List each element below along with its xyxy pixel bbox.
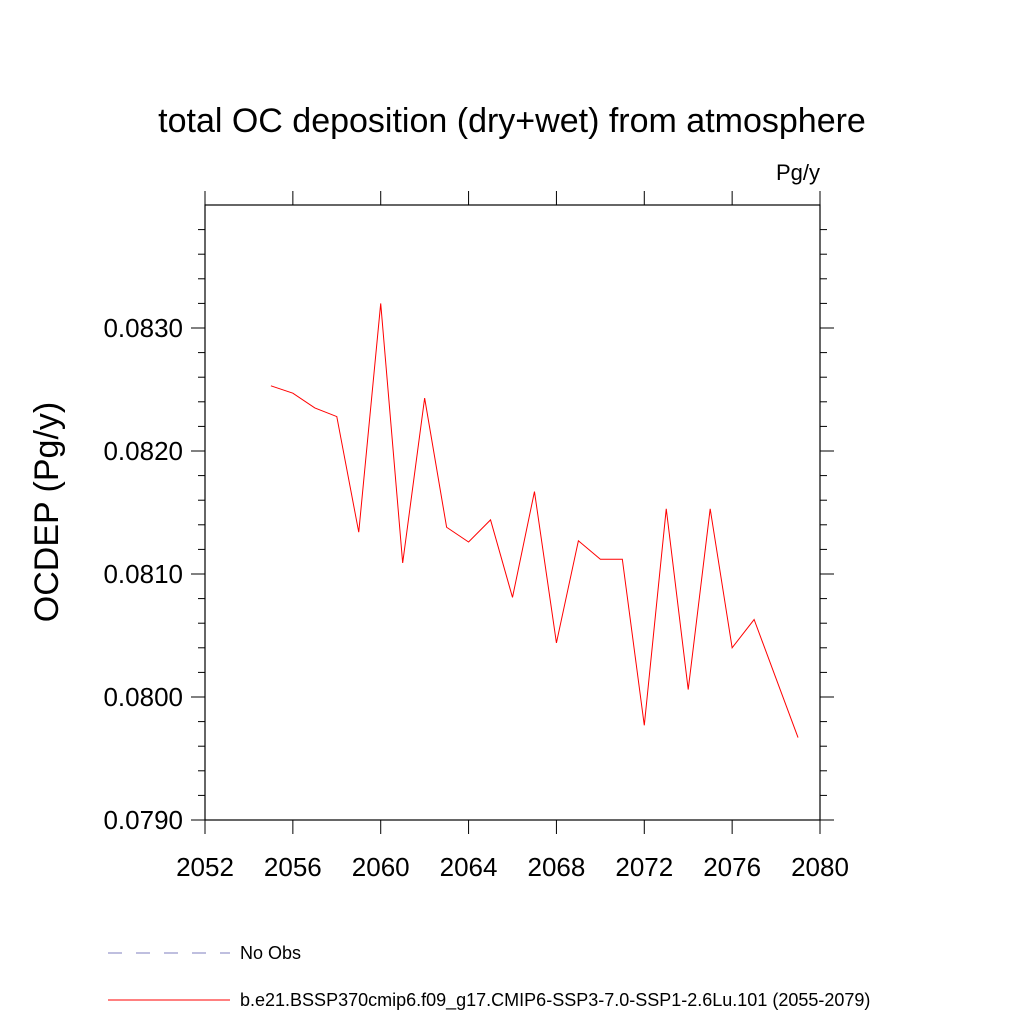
series-line: [270, 303, 799, 738]
data-point: [292, 393, 293, 394]
x-tick-label: 2056: [264, 852, 322, 882]
y-tick-label: 0.0820: [103, 436, 183, 466]
data-point: [490, 519, 491, 520]
data-point: [775, 678, 776, 679]
data-point: [468, 541, 469, 542]
units-label: Pg/y: [776, 160, 820, 185]
data-point: [600, 559, 601, 560]
x-tick-label: 2076: [703, 852, 761, 882]
data-point: [512, 597, 513, 598]
x-tick-label: 2060: [352, 852, 410, 882]
legend-label-no-obs: No Obs: [240, 943, 301, 963]
data-point: [578, 540, 579, 541]
y-axis-label: OCDEP (Pg/y): [28, 402, 66, 622]
data-point: [424, 398, 425, 399]
series-layer: [270, 303, 799, 738]
data-point: [534, 491, 535, 492]
x-tick-label: 2064: [440, 852, 498, 882]
data-point: [556, 642, 557, 643]
data-point: [380, 303, 381, 304]
data-point: [666, 508, 667, 509]
data-point: [688, 689, 689, 690]
y-tick-label: 0.0810: [103, 559, 183, 589]
data-point: [797, 737, 798, 738]
plot-frame: [204, 204, 821, 821]
data-point: [336, 416, 337, 417]
axis-ticks: [191, 191, 834, 834]
x-tick-label: 2052: [176, 852, 234, 882]
data-point: [732, 647, 733, 648]
chart-title: total OC deposition (dry+wet) from atmos…: [158, 102, 866, 140]
y-tick-label: 0.0790: [103, 805, 183, 835]
data-point: [446, 527, 447, 528]
data-point: [754, 619, 755, 620]
legend-label-model: b.e21.BSSP370cmip6.f09_g17.CMIP6-SSP3-7.…: [240, 990, 870, 1011]
y-tick-label: 0.0800: [103, 682, 183, 712]
data-point: [402, 562, 403, 563]
legend: No Obs b.e21.BSSP370cmip6.f09_g17.CMIP6-…: [108, 943, 870, 1011]
x-tick-label: 2072: [615, 852, 673, 882]
data-point: [710, 508, 711, 509]
data-point: [644, 725, 645, 726]
axis-tick-labels: 2052 2056 2060 2064 2068 2072 2076 2080 0.0790 0.…: [103, 313, 848, 882]
data-point: [358, 532, 359, 533]
data-point: [270, 385, 271, 386]
data-point: [622, 559, 623, 560]
x-tick-label: 2080: [791, 852, 849, 882]
y-tick-label: 0.0830: [103, 313, 183, 343]
x-tick-label: 2068: [528, 852, 586, 882]
data-point: [314, 407, 315, 408]
